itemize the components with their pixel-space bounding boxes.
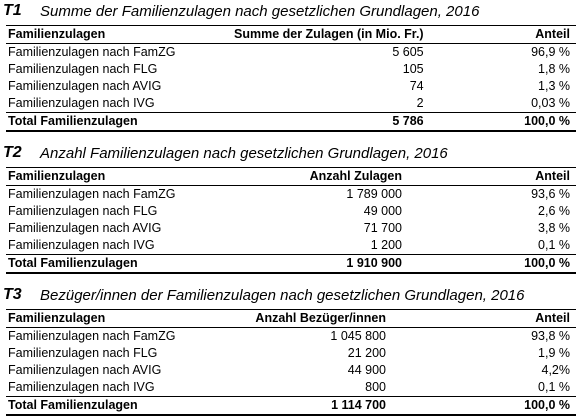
table-row: Familienzulagen nach FamZG 1 045 800 93,… xyxy=(6,328,576,346)
row-share: 0,1 % xyxy=(538,380,570,394)
table-section-t3: T3 Bezüger/innen der Familienzulagen nac… xyxy=(0,285,582,416)
row-label: Familienzulagen nach FamZG xyxy=(8,187,176,201)
table-row: Familienzulagen nach FLG 49 000 2,6 % xyxy=(6,203,576,220)
row-label: Familienzulagen nach IVG xyxy=(8,380,155,394)
row-value: 71 700 xyxy=(363,221,402,235)
row-share: 4,2% xyxy=(541,363,571,377)
total-share: 100,0 % xyxy=(423,112,576,132)
row-share: 1,9 % xyxy=(538,346,570,360)
row-value: 21 200 xyxy=(347,346,386,360)
row-label: Familienzulagen nach FamZG xyxy=(8,329,176,343)
row-label: Familienzulagen nach FLG xyxy=(8,62,158,76)
row-share: 1,8 % xyxy=(538,62,570,76)
table-header-row: Familienzulagen Anzahl Zulagen Anteil xyxy=(6,167,576,186)
total-value: 1 910 900 xyxy=(250,254,402,274)
table-number: T2 xyxy=(3,144,22,161)
column-header-category: Familienzulagen xyxy=(6,167,250,186)
table-title-row: T1 Summe der Familienzulagen nach gesetz… xyxy=(0,1,582,25)
row-value: 1 045 800 xyxy=(330,329,386,343)
table-title-row: T3 Bezüger/innen der Familienzulagen nac… xyxy=(0,285,582,309)
row-value: 800 xyxy=(365,380,386,394)
row-share: 93,8 % xyxy=(531,329,570,343)
row-value: 74 xyxy=(409,79,424,93)
row-label: Familienzulagen nach IVG xyxy=(8,238,155,252)
row-value: 105 xyxy=(402,62,424,76)
table-title-row: T2 Anzahl Familienzulagen nach gesetzlic… xyxy=(0,143,582,167)
table-row: Familienzulagen nach IVG 2 0,03 % xyxy=(6,95,576,113)
table-number: T1 xyxy=(3,2,22,19)
table-total-row: Total Familienzulagen 1 910 900 100,0 % xyxy=(6,254,576,274)
row-label: Familienzulagen nach FLG xyxy=(8,204,158,218)
total-value: 5 786 xyxy=(232,112,424,132)
column-header-category: Familienzulagen xyxy=(6,309,234,328)
row-value: 1 789 000 xyxy=(346,187,402,201)
table-row: Familienzulagen nach FamZG 5 605 96,9 % xyxy=(6,44,576,62)
total-share: 100,0 % xyxy=(386,396,576,416)
table-row: Familienzulagen nach AVIG 71 700 3,8 % xyxy=(6,220,576,237)
table-row: Familienzulagen nach FLG 105 1,8 % xyxy=(6,61,576,78)
total-label: Total Familienzulagen xyxy=(6,396,234,416)
row-label: Familienzulagen nach AVIG xyxy=(8,79,162,93)
column-header-value: Anzahl Zulagen xyxy=(250,167,402,186)
table-title: Summe der Familienzulagen nach gesetzlic… xyxy=(40,3,480,20)
row-share: 96,9 % xyxy=(531,45,570,59)
row-share: 93,6 % xyxy=(531,187,570,201)
row-value: 44 900 xyxy=(347,363,386,377)
row-share: 3,8 % xyxy=(538,221,570,235)
total-share: 100,0 % xyxy=(402,254,576,274)
total-label: Total Familienzulagen xyxy=(6,254,250,274)
row-label: Familienzulagen nach AVIG xyxy=(8,221,162,235)
table-section-t2: T2 Anzahl Familienzulagen nach gesetzlic… xyxy=(0,143,582,274)
table-section-t1: T1 Summe der Familienzulagen nach gesetz… xyxy=(0,1,582,132)
row-value: 2 xyxy=(416,96,424,110)
column-header-share: Anteil xyxy=(386,309,576,328)
data-table: Familienzulagen Summe der Zulagen (in Mi… xyxy=(6,25,576,132)
row-value: 5 605 xyxy=(392,45,424,59)
table-header-row: Familienzulagen Summe der Zulagen (in Mi… xyxy=(6,25,576,44)
total-value: 1 114 700 xyxy=(234,396,386,416)
column-header-value: Anzahl Bezüger/innen xyxy=(234,309,386,328)
row-share: 0,03 % xyxy=(531,96,570,110)
column-header-share: Anteil xyxy=(402,167,576,186)
row-label: Familienzulagen nach FLG xyxy=(8,346,158,360)
table-number: T3 xyxy=(3,286,22,303)
table-row: Familienzulagen nach AVIG 44 900 4,2% xyxy=(6,362,576,379)
row-value: 1 200 xyxy=(370,238,402,252)
data-table: Familienzulagen Anzahl Zulagen Anteil Fa… xyxy=(6,167,576,274)
row-label: Familienzulagen nach AVIG xyxy=(8,363,162,377)
table-row: Familienzulagen nach IVG 800 0,1 % xyxy=(6,379,576,397)
table-row: Familienzulagen nach FamZG 1 789 000 93,… xyxy=(6,186,576,204)
table-header-row: Familienzulagen Anzahl Bezüger/innen Ant… xyxy=(6,309,576,328)
total-label: Total Familienzulagen xyxy=(6,112,232,132)
table-row: Familienzulagen nach FLG 21 200 1,9 % xyxy=(6,345,576,362)
table-title: Bezüger/innen der Familienzulagen nach g… xyxy=(40,287,525,304)
table-title: Anzahl Familienzulagen nach gesetzlichen… xyxy=(40,145,448,162)
table-row: Familienzulagen nach AVIG 74 1,3 % xyxy=(6,78,576,95)
column-header-value: Summe der Zulagen (in Mio. Fr.) xyxy=(232,25,424,44)
row-label: Familienzulagen nach FamZG xyxy=(8,45,176,59)
table-row: Familienzulagen nach IVG 1 200 0,1 % xyxy=(6,237,576,255)
column-header-share: Anteil xyxy=(423,25,576,44)
row-label: Familienzulagen nach IVG xyxy=(8,96,155,110)
row-share: 2,6 % xyxy=(538,204,570,218)
table-total-row: Total Familienzulagen 5 786 100,0 % xyxy=(6,112,576,132)
row-value: 49 000 xyxy=(363,204,402,218)
row-share: 0,1 % xyxy=(538,238,570,252)
data-table: Familienzulagen Anzahl Bezüger/innen Ant… xyxy=(6,309,576,416)
table-total-row: Total Familienzulagen 1 114 700 100,0 % xyxy=(6,396,576,416)
column-header-category: Familienzulagen xyxy=(6,25,232,44)
row-share: 1,3 % xyxy=(538,79,570,93)
